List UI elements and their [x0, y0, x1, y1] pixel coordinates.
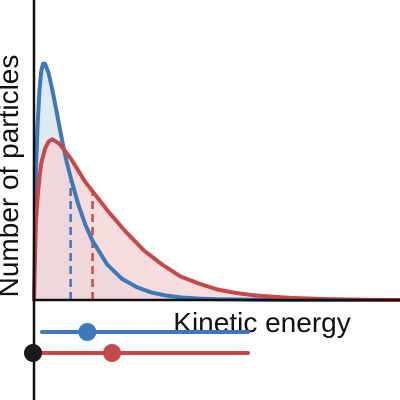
slider-1-handle[interactable]	[78, 323, 97, 341]
chart-areas	[34, 63, 400, 300]
chart-series-lines	[32, 61, 400, 302]
slider-2-handle[interactable]	[103, 344, 122, 362]
series-2-line	[32, 137, 400, 302]
slider-1[interactable]	[40, 323, 250, 341]
series-1-line	[32, 61, 400, 302]
series-2-area	[34, 139, 400, 300]
y-axis-label: Number of particles	[0, 55, 24, 298]
slider-2[interactable]	[40, 344, 250, 362]
slider-group	[40, 323, 250, 362]
chart-mean-markers	[69, 177, 94, 300]
origin-dot	[24, 344, 42, 362]
